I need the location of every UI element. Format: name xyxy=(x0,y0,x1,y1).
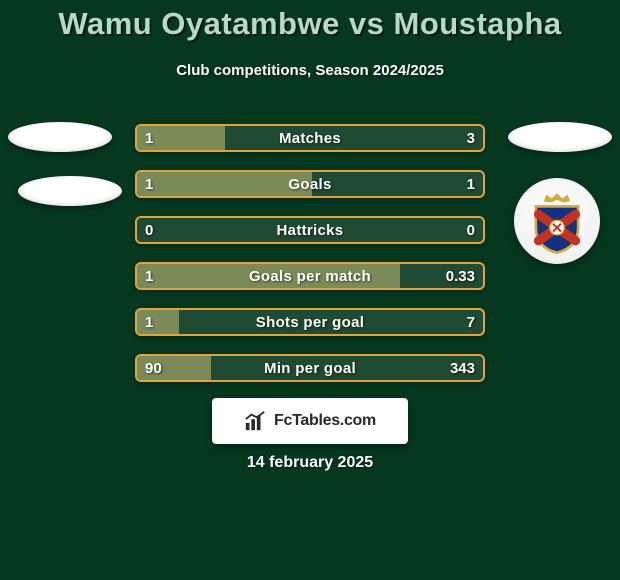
brand-box: FcTables.com xyxy=(212,398,408,444)
stat-bar: Shots per goal17 xyxy=(135,308,485,336)
stat-bar: Goals11 xyxy=(135,170,485,198)
date-text: 14 february 2025 xyxy=(0,454,620,472)
stat-bar-track xyxy=(135,308,485,336)
stat-bar-left-fill xyxy=(137,264,400,288)
stat-bar: Matches13 xyxy=(135,124,485,152)
right-player-placeholder xyxy=(508,122,612,152)
stat-bar-left-value: 0 xyxy=(145,216,153,244)
stat-bar: Goals per match10.33 xyxy=(135,262,485,290)
stat-bar-left-value: 1 xyxy=(145,262,153,290)
stat-bar-right-value: 0.33 xyxy=(446,262,475,290)
stat-bar-track xyxy=(135,216,485,244)
stat-bar-right-value: 0 xyxy=(467,216,475,244)
subtitle: Club competitions, Season 2024/2025 xyxy=(0,62,620,79)
club-crest-icon xyxy=(524,188,590,254)
right-club-badge xyxy=(514,178,600,264)
stat-bar-left-value: 1 xyxy=(145,170,153,198)
stat-bars: Matches13Goals11Hattricks00Goals per mat… xyxy=(135,124,485,400)
brand-text: FcTables.com xyxy=(274,412,376,430)
left-player-placeholder-2 xyxy=(18,176,122,206)
stat-bar-right-value: 7 xyxy=(467,308,475,336)
stat-bar-right-value: 1 xyxy=(467,170,475,198)
brand-chart-icon xyxy=(244,410,266,432)
stat-bar-left-fill xyxy=(137,172,312,196)
left-player-placeholder-1 xyxy=(8,122,112,152)
stat-bar: Min per goal90343 xyxy=(135,354,485,382)
stat-bar-left-value: 1 xyxy=(145,308,153,336)
stat-bar-left-value: 1 xyxy=(145,124,153,152)
stat-bar-left-fill xyxy=(137,310,179,334)
stat-bar: Hattricks00 xyxy=(135,216,485,244)
stat-bar-right-value: 3 xyxy=(467,124,475,152)
page-title: Wamu Oyatambwe vs Moustapha xyxy=(0,6,620,42)
stat-bar-right-value: 343 xyxy=(450,354,475,382)
stat-bar-left-value: 90 xyxy=(145,354,162,382)
